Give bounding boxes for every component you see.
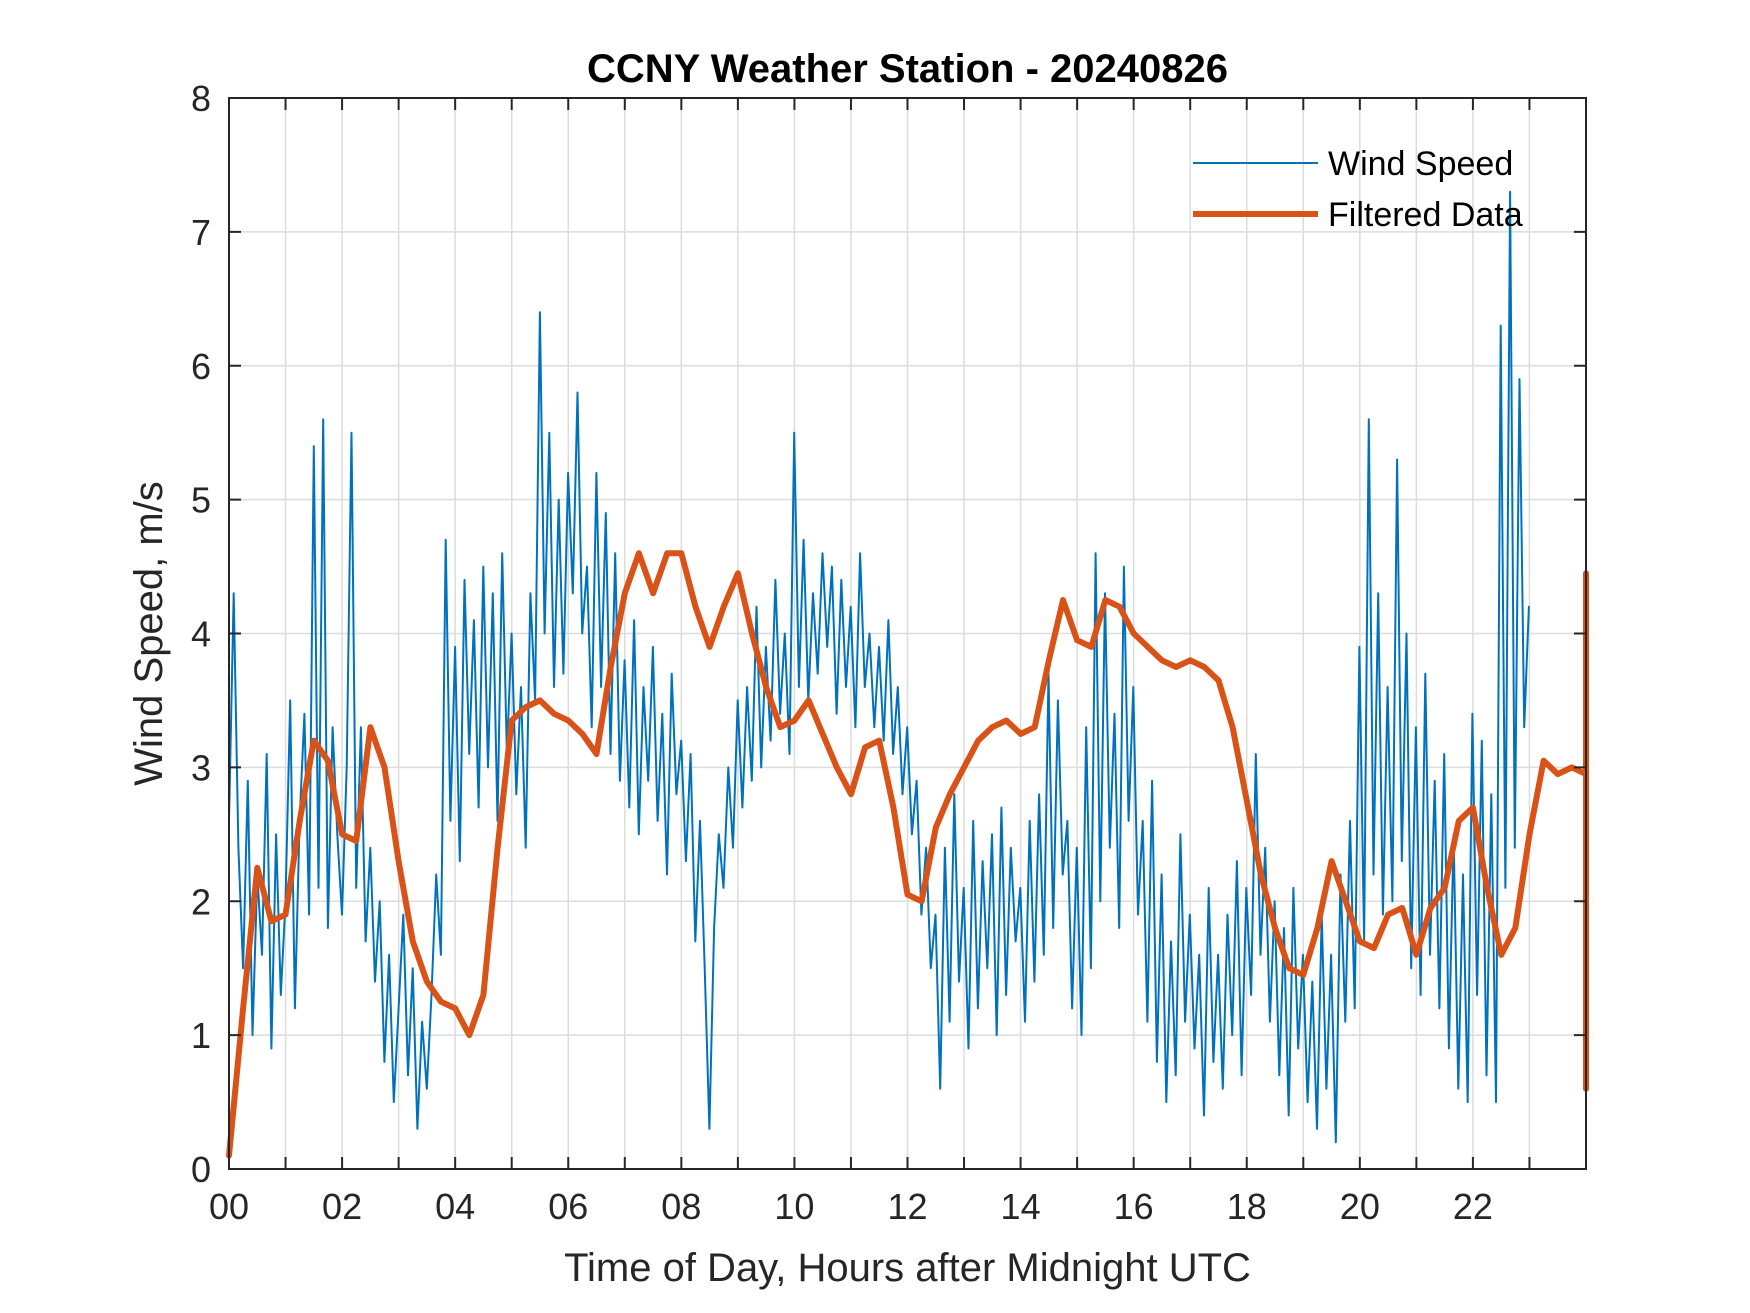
chart-title: CCNY Weather Station - 20240826 <box>587 47 1228 91</box>
y-tick-label: 8 <box>191 78 211 119</box>
x-tick-labels: 00 02 04 06 08 10 12 14 16 18 20 22 <box>209 1186 1493 1227</box>
legend: Wind Speed Filtered Data <box>1193 145 1523 234</box>
y-tick-label: 2 <box>191 881 211 922</box>
x-tick-label: 14 <box>1001 1186 1041 1227</box>
y-tick-label: 5 <box>191 480 211 521</box>
x-tick-label: 20 <box>1340 1186 1380 1227</box>
x-tick-label: 18 <box>1227 1186 1267 1227</box>
x-tick-label: 12 <box>887 1186 927 1227</box>
y-tick-label: 6 <box>191 346 211 387</box>
x-tick-label: 16 <box>1114 1186 1154 1227</box>
y-tick-label: 0 <box>191 1149 211 1190</box>
y-tick-label: 7 <box>191 212 211 253</box>
legend-label-wind-speed: Wind Speed <box>1328 145 1513 183</box>
y-tick-label: 3 <box>191 747 211 788</box>
y-tick-labels: 0 1 2 3 4 5 6 7 8 <box>191 78 211 1190</box>
x-tick-label: 10 <box>774 1186 814 1227</box>
x-tick-label: 02 <box>322 1186 362 1227</box>
x-tick-label: 08 <box>661 1186 701 1227</box>
wind-speed-line <box>228 190 1530 1144</box>
x-tick-label: 00 <box>209 1186 249 1227</box>
x-tick-label: 22 <box>1453 1186 1493 1227</box>
y-tick-label: 4 <box>191 614 211 655</box>
y-axis-label: Wind Speed, m/s <box>127 481 171 786</box>
axes <box>228 97 1587 1170</box>
y-gridlines <box>229 231 1586 1036</box>
x-tick-label: 06 <box>548 1186 588 1227</box>
x-axis-label: Time of Day, Hours after Midnight UTC <box>564 1246 1251 1290</box>
legend-label-filtered-data: Filtered Data <box>1328 196 1523 234</box>
y-tick-label: 1 <box>191 1015 211 1056</box>
x-tick-label: 04 <box>435 1186 475 1227</box>
